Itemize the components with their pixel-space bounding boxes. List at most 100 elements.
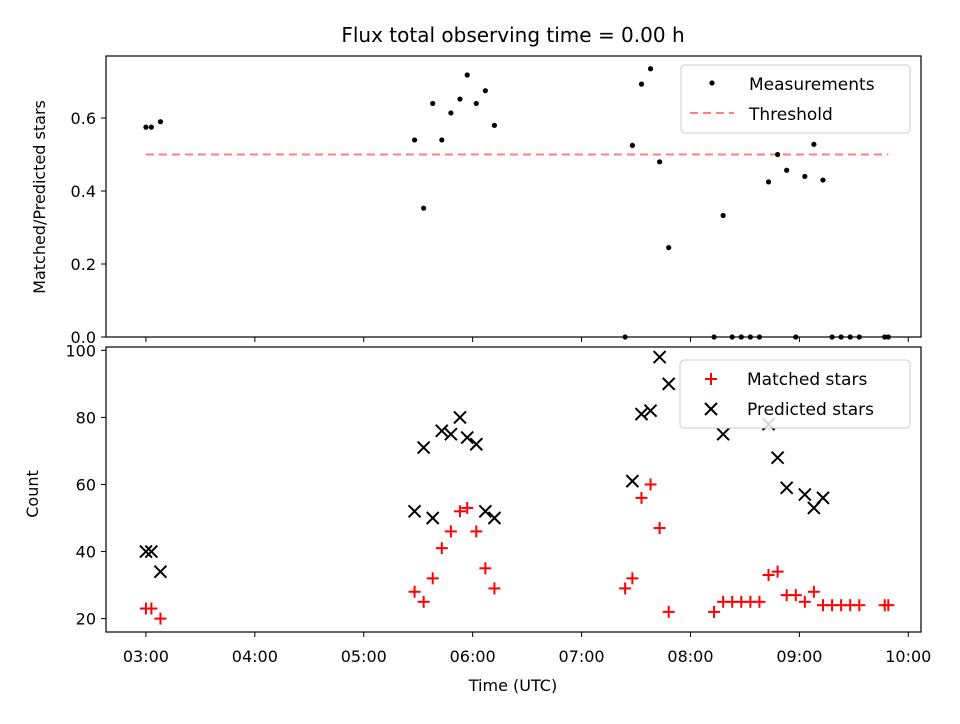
- measurement-point: [666, 244, 672, 251]
- bottom-panel: 03:00 04:00 05:00 06:00 07:00 08:00 09:00 10:00…: [23, 341, 931, 695]
- predicted-star-point: [426, 511, 440, 525]
- measurement-point: [784, 167, 790, 173]
- measurement-point: [439, 137, 445, 143]
- predicted-star-point: [779, 481, 794, 495]
- measurement-point: [820, 177, 826, 183]
- predicted-star-point: [416, 440, 431, 455]
- predicted-star-point: [816, 491, 830, 505]
- legend-measurements-marker: [709, 80, 715, 86]
- measurement-point: [720, 212, 726, 219]
- x-axis-label: Time (UTC): [468, 676, 557, 695]
- predicted-star-point: [144, 544, 159, 559]
- matched-star-point: [771, 565, 784, 578]
- bottom-legend-box: [679, 359, 911, 429]
- measurement-point: [647, 66, 654, 72]
- top-y-tick-label: 0.2: [71, 255, 96, 274]
- matched-star-point: [145, 602, 158, 615]
- x-tick-label: 08:00: [667, 647, 713, 666]
- matched-star-point: [479, 562, 492, 575]
- legend-matched-label: Matched stars: [747, 370, 867, 390]
- matched-star-point: [461, 501, 474, 514]
- x-tick-label: 03:00: [123, 647, 169, 666]
- matched-star-point: [798, 595, 811, 608]
- measurement-point: [629, 142, 635, 149]
- top-y-tick-label: 0.4: [71, 182, 96, 201]
- bottom-y-tick-label: 20: [76, 610, 96, 629]
- matched-star-point: [762, 569, 775, 581]
- measurement-point: [464, 72, 470, 78]
- measurement-point: [143, 124, 149, 130]
- matched-star-point: [417, 595, 430, 608]
- measurement-point: [765, 179, 772, 185]
- legend-predicted-label: Predicted stars: [747, 400, 874, 420]
- top-panel: 0.0 0.2 0.4 0.6 Matched/Predicted stars Mea…: [30, 55, 922, 347]
- measurement-point: [811, 141, 817, 147]
- matched-star-point: [435, 542, 448, 555]
- top-axes-frame: [105, 55, 922, 338]
- matched-star-point: [853, 599, 866, 612]
- bottom-axes-frame: [105, 346, 922, 633]
- matched-star-point: [753, 595, 766, 608]
- matched-star-point: [619, 582, 632, 595]
- predicted-star-point: [770, 450, 785, 465]
- x-tick-label: 09:00: [776, 647, 822, 666]
- bottom-y-tick-label: 80: [76, 408, 96, 427]
- predicted-star-point: [460, 430, 474, 445]
- x-tick-label: 05:00: [341, 647, 387, 666]
- predicted-star-point: [407, 504, 422, 519]
- predicted-star-point: [625, 474, 640, 488]
- matched-star-point: [453, 505, 466, 518]
- predicted-star-point: [643, 403, 658, 418]
- x-tick-label: 07:00: [559, 647, 605, 666]
- measurement-point: [157, 119, 164, 125]
- measurement-point: [448, 110, 454, 116]
- predicted-star-point: [139, 544, 153, 559]
- top-legend: Measurements Threshold: [680, 64, 911, 134]
- measurement-point: [775, 151, 781, 158]
- measurement-point: [411, 137, 418, 143]
- matched-star-point: [662, 605, 675, 618]
- legend-threshold-label: Threshold: [748, 105, 833, 125]
- top-y-tick-label: 0.6: [71, 109, 96, 128]
- measurement-point: [430, 100, 436, 107]
- matched-star-point: [444, 525, 457, 538]
- measurement-point: [491, 122, 498, 128]
- predicted-star-point: [444, 427, 458, 441]
- legend-predicted-marker: [704, 402, 718, 416]
- measurement-point: [638, 81, 645, 87]
- matched-star-point: [708, 605, 721, 618]
- x-tick-label: 04:00: [232, 647, 278, 666]
- matched-star-point: [789, 589, 802, 602]
- bottom-y-tick-label: 60: [76, 475, 96, 494]
- predicted-star-point: [453, 410, 467, 425]
- x-tick-label: 10:00: [885, 647, 931, 666]
- matched-star-point: [653, 522, 666, 535]
- matched-star-point: [635, 491, 648, 504]
- matched-star-point: [807, 585, 820, 598]
- legend-matched-marker: [705, 373, 717, 385]
- predicted-star-point: [435, 424, 449, 438]
- predicted-star-point: [469, 437, 483, 451]
- measurement-point: [473, 100, 479, 107]
- matched-star-point: [154, 612, 167, 625]
- bottom-legend: Matched stars Predicted stars: [679, 359, 911, 429]
- x-tick-label: 06:00: [450, 647, 496, 666]
- top-legend-box: [680, 64, 911, 134]
- predicted-star-point: [652, 350, 667, 364]
- measurement-point: [482, 88, 488, 94]
- measurement-point: [802, 173, 808, 180]
- matched-star-point: [470, 525, 483, 538]
- measurement-point: [148, 124, 154, 130]
- matched-star-point: [426, 572, 439, 585]
- predicted-star-point: [661, 377, 676, 391]
- predicted-star-point: [716, 427, 730, 441]
- predicted-star-point: [153, 564, 168, 579]
- matched-star-point: [882, 599, 895, 612]
- matched-star-point: [644, 478, 657, 491]
- bottom-y-tick-label: 40: [76, 543, 96, 562]
- legend-measurements-label: Measurements: [749, 75, 875, 95]
- measurement-point: [657, 159, 663, 165]
- chart-title: Flux total observing time = 0.00 h: [341, 23, 684, 47]
- matched-star-point: [488, 582, 501, 595]
